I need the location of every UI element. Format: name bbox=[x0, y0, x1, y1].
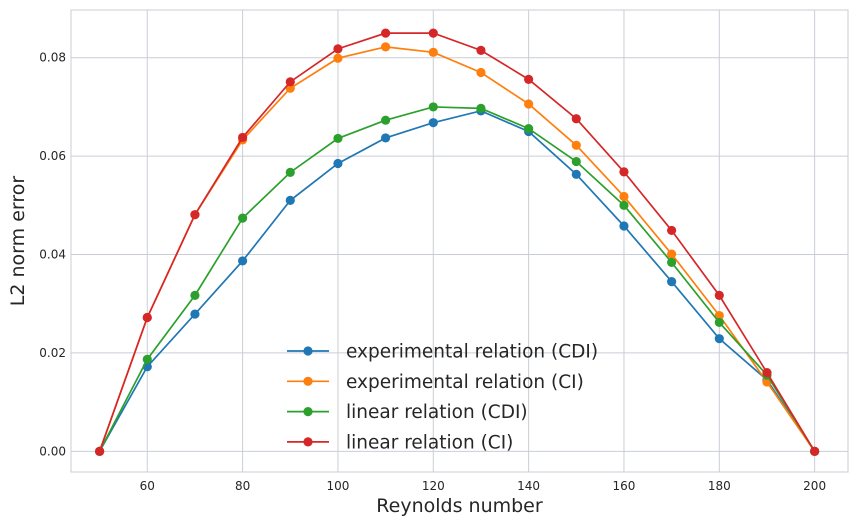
y-tick-label: 0.04 bbox=[39, 248, 66, 262]
data-point bbox=[95, 446, 105, 456]
data-point bbox=[714, 317, 724, 328]
data-point bbox=[381, 42, 391, 52]
data-point bbox=[667, 276, 677, 287]
data-point bbox=[714, 334, 724, 344]
data-point bbox=[714, 310, 724, 321]
x-tick-label: 60 bbox=[140, 479, 155, 493]
data-point bbox=[428, 28, 438, 38]
data-point bbox=[428, 118, 438, 128]
data-point bbox=[476, 45, 486, 55]
data-point bbox=[524, 123, 534, 134]
x-tick-label: 120 bbox=[422, 479, 445, 493]
data-point bbox=[190, 309, 200, 319]
data-point bbox=[714, 290, 724, 300]
data-point bbox=[762, 368, 772, 378]
legend-label: linear relation (CDI) bbox=[346, 402, 528, 423]
data-point bbox=[333, 133, 343, 144]
data-point bbox=[238, 256, 248, 266]
legend-item: linear relation (CDI) bbox=[287, 402, 528, 423]
data-point bbox=[142, 354, 152, 364]
data-point bbox=[524, 99, 534, 109]
legend-label: experimental relation (CDI) bbox=[346, 342, 598, 363]
legend-label: experimental relation (CI) bbox=[346, 372, 584, 393]
data-point bbox=[810, 446, 820, 456]
data-point bbox=[333, 158, 343, 169]
legend-label: linear relation (CI) bbox=[346, 432, 513, 453]
data-point bbox=[524, 74, 534, 84]
series-line bbox=[98, 106, 816, 452]
data-point bbox=[667, 249, 677, 259]
series-1 bbox=[95, 42, 820, 456]
data-point bbox=[333, 53, 343, 63]
data-point bbox=[571, 140, 581, 150]
legend-item: experimental relation (CI) bbox=[287, 372, 584, 393]
y-tick-label: 0.02 bbox=[39, 346, 66, 360]
x-tick-label: 80 bbox=[235, 479, 250, 493]
y-tick-label: 0.00 bbox=[39, 444, 66, 458]
data-point bbox=[238, 213, 248, 223]
data-point bbox=[190, 210, 200, 220]
data-point bbox=[667, 225, 677, 236]
x-tick-label: 200 bbox=[803, 479, 826, 493]
x-tick-label: 160 bbox=[613, 479, 636, 493]
series-layer bbox=[95, 28, 820, 456]
data-point bbox=[571, 114, 581, 124]
x-tick-label: 140 bbox=[517, 479, 540, 493]
data-point bbox=[476, 67, 486, 78]
data-point bbox=[190, 290, 200, 300]
data-point bbox=[238, 132, 248, 143]
grid-layer bbox=[71, 10, 848, 472]
data-point bbox=[476, 103, 486, 114]
data-point bbox=[571, 156, 581, 167]
legend-marker bbox=[303, 437, 313, 447]
data-point bbox=[333, 44, 343, 54]
series-line bbox=[98, 109, 816, 452]
data-point bbox=[667, 257, 677, 268]
data-point bbox=[571, 169, 581, 179]
legend-marker bbox=[303, 407, 313, 417]
y-tick-label: 0.08 bbox=[39, 51, 66, 65]
x-tick-label: 100 bbox=[326, 479, 349, 493]
x-axis-label: Reynolds number bbox=[376, 495, 543, 517]
data-point bbox=[619, 221, 629, 231]
x-tick-label: 180 bbox=[708, 479, 731, 493]
plot-frame bbox=[70, 9, 849, 473]
data-point bbox=[285, 77, 295, 87]
legend: experimental relation (CDI) experimental … bbox=[287, 342, 598, 453]
data-point bbox=[619, 167, 629, 177]
data-point bbox=[381, 115, 391, 125]
legend-item: linear relation (CI) bbox=[287, 432, 513, 453]
data-point bbox=[285, 167, 295, 177]
data-point bbox=[381, 133, 391, 143]
data-point bbox=[285, 83, 295, 93]
y-axis-label: L2 norm error bbox=[7, 176, 29, 307]
data-point bbox=[619, 200, 629, 210]
legend-marker bbox=[303, 376, 313, 386]
series-line bbox=[98, 32, 816, 452]
data-point bbox=[285, 195, 295, 206]
data-point bbox=[619, 191, 629, 202]
legend-item: experimental relation (CDI) bbox=[287, 342, 598, 363]
data-point bbox=[142, 312, 152, 323]
data-point bbox=[428, 102, 438, 112]
y-tick-label: 0.06 bbox=[39, 149, 66, 163]
series-3 bbox=[95, 28, 820, 456]
legend-marker bbox=[303, 346, 313, 356]
data-point bbox=[428, 47, 438, 57]
data-point bbox=[381, 28, 391, 38]
tick-labels: 60 80 100 120 140 160 180 200 0.00 0.02 0.04 0.06 0.… bbox=[39, 51, 826, 493]
